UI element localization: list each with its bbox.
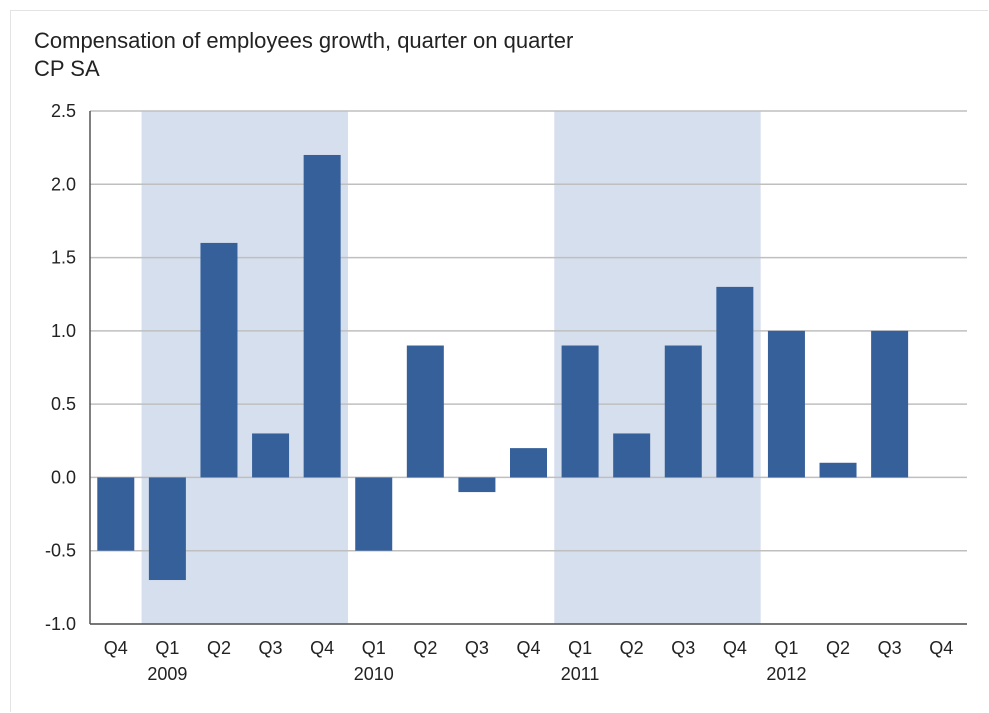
bar-2 [200,242,238,478]
y-tick-label: 2.0 [51,174,76,194]
x-tick-label: Q1 [774,638,798,658]
bar-10 [613,433,651,478]
x-tick-label: Q1 [155,638,179,658]
x-tick-label: Q2 [413,638,437,658]
bar-6 [406,345,444,478]
bar-15 [871,330,909,478]
bar-13 [767,330,805,478]
x-tick-label: Q4 [723,638,747,658]
year-label: 2011 [561,664,600,684]
y-tick-label: 2.5 [51,101,76,121]
x-tick-label: Q1 [568,638,592,658]
x-tick-label: Q3 [878,638,902,658]
x-tick-label: Q3 [259,638,283,658]
y-tick-label: 1.0 [51,321,76,341]
bar-7 [458,477,496,493]
chart-subtitle: CP SA [34,56,100,81]
bar-3 [252,433,290,478]
year-label: 2009 [147,664,187,684]
bar-1 [148,477,186,581]
bar-9 [561,345,599,478]
x-tick-label: Q1 [362,638,386,658]
bar-8 [510,448,547,478]
y-tick-label: 1.5 [51,248,76,268]
bar-14 [819,462,857,478]
x-tick-label: Q4 [104,638,128,658]
x-tick-label: Q4 [929,638,953,658]
bar-5 [355,477,393,551]
y-tick-label: -0.5 [45,541,76,561]
y-tick-label: -1.0 [45,614,76,634]
x-tick-label: Q3 [465,638,489,658]
bar-11 [664,345,702,478]
y-tick-label: 0.0 [51,467,76,487]
x-tick-label: Q4 [516,638,540,658]
bar-0 [97,477,135,551]
x-tick-label: Q3 [671,638,695,658]
bar-12 [716,286,754,478]
year-label: 2012 [766,664,806,684]
x-tick-label: Q2 [207,638,231,658]
y-tick-label: 0.5 [51,394,76,414]
x-tick-label: Q2 [826,638,850,658]
bar-4 [303,154,341,478]
chart-title: Compensation of employees growth, quarte… [34,28,574,53]
year-label: 2010 [354,664,394,684]
x-tick-label: Q4 [310,638,334,658]
x-tick-label: Q2 [620,638,644,658]
